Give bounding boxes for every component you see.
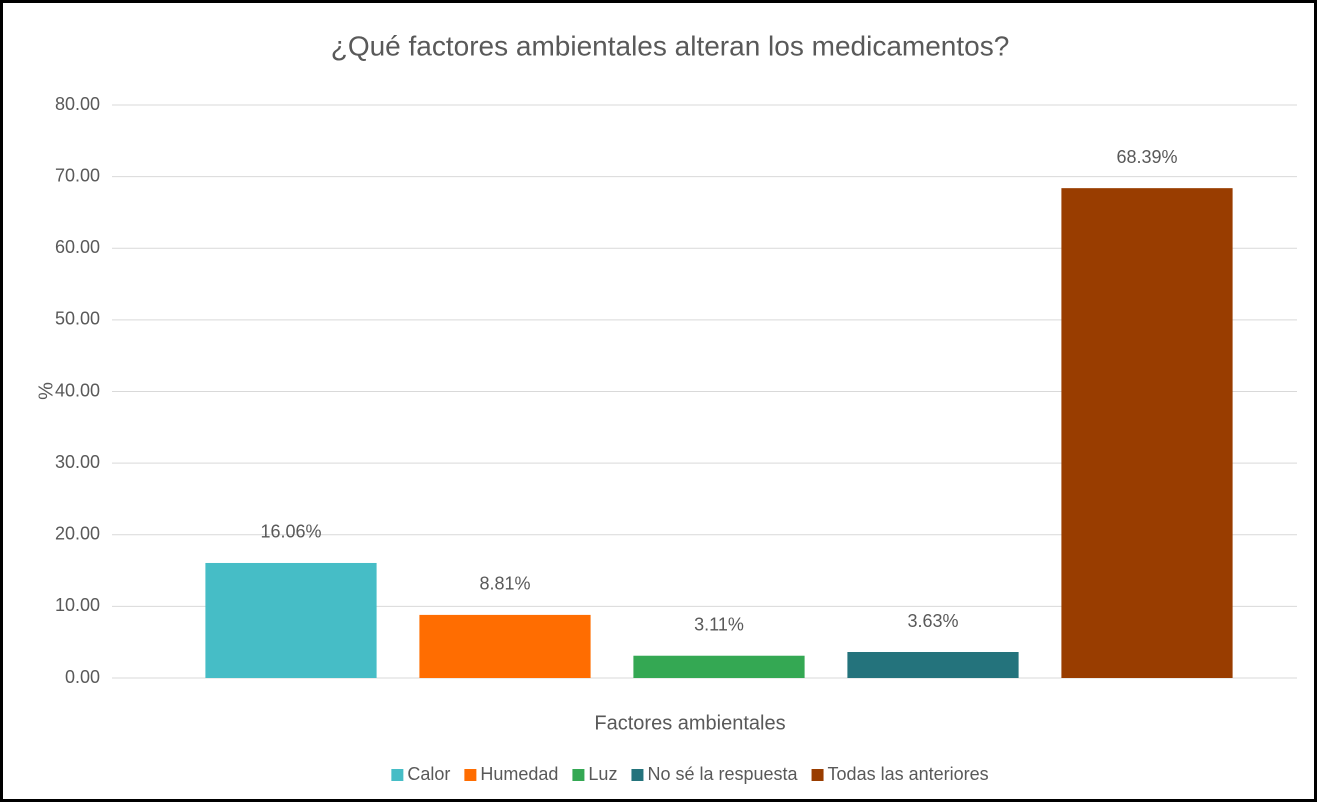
- y-tick-label: 20.00: [55, 524, 100, 544]
- x-axis-label: Factores ambientales: [594, 712, 785, 734]
- legend-swatch: [811, 769, 824, 781]
- data-label: 3.63%: [907, 611, 958, 631]
- legend-swatch: [464, 769, 477, 781]
- legend-label: Todas las anteriores: [828, 764, 989, 784]
- legend-label: No sé la respuesta: [647, 764, 798, 784]
- legend-swatch: [391, 769, 404, 781]
- y-tick-label: 60.00: [55, 237, 100, 257]
- legend-label: Calor: [407, 764, 450, 784]
- data-label: 16.06%: [260, 522, 321, 542]
- data-label: 68.39%: [1116, 147, 1177, 167]
- legend-swatch: [572, 769, 585, 781]
- bar: [847, 652, 1019, 678]
- legend-label: Luz: [588, 764, 617, 784]
- data-label: 3.11%: [694, 614, 744, 634]
- y-axis-label: %: [35, 382, 57, 400]
- y-tick-label: 80.00: [55, 94, 100, 114]
- y-tick-label: 10.00: [55, 595, 100, 615]
- bar: [205, 562, 377, 678]
- bar: [419, 614, 591, 678]
- y-tick-label: 40.00: [55, 380, 100, 400]
- y-tick-label: 0.00: [65, 667, 100, 687]
- legend-label: Humedad: [480, 764, 558, 784]
- y-tick-label: 70.00: [55, 165, 100, 185]
- y-tick-label: 30.00: [55, 452, 100, 472]
- bar: [633, 655, 805, 678]
- bar: [1061, 188, 1233, 679]
- y-tick-label: 50.00: [55, 309, 100, 329]
- legend-swatch: [631, 769, 644, 781]
- chart-title: ¿Qué factores ambientales alteran los me…: [331, 30, 1010, 61]
- data-label: 8.81%: [479, 574, 530, 594]
